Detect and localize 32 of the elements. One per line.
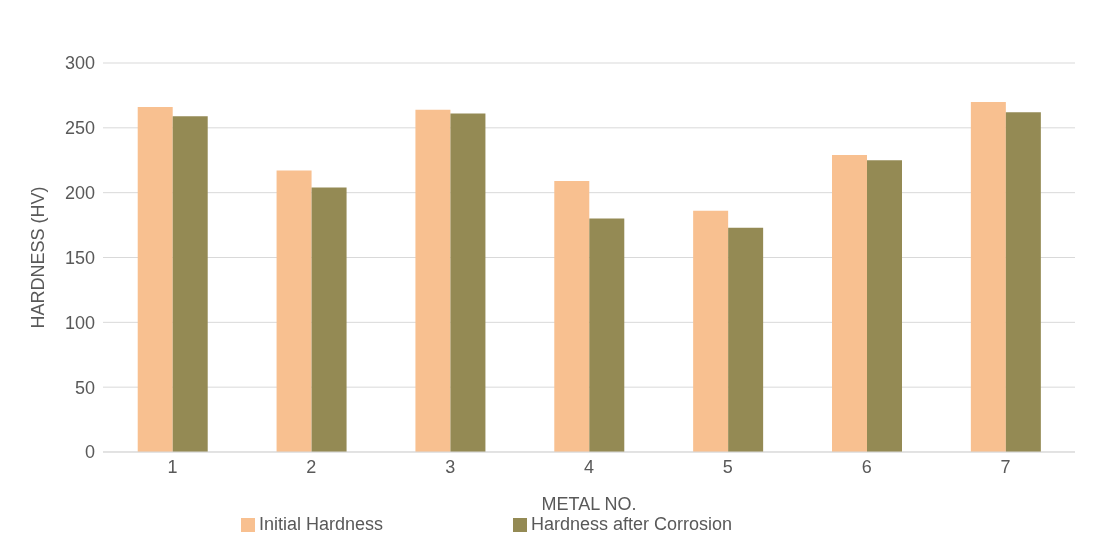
x-axis-title: METAL NO. bbox=[541, 494, 637, 514]
x-tick-label: 4 bbox=[583, 456, 595, 477]
bar bbox=[311, 187, 347, 452]
x-tick-label: 3 bbox=[445, 456, 456, 477]
y-tick-label: 300 bbox=[64, 53, 95, 74]
x-tick-label: 6 bbox=[861, 456, 872, 477]
x-tick-label: 7 bbox=[1000, 456, 1011, 477]
bar bbox=[589, 218, 625, 452]
bar bbox=[415, 109, 451, 452]
legend-label: Initial Hardness bbox=[258, 514, 383, 534]
bar bbox=[554, 181, 590, 452]
bar bbox=[832, 155, 867, 452]
y-tick-label: 150 bbox=[64, 247, 95, 268]
y-tick-label: 100 bbox=[64, 312, 95, 333]
x-tick-label: 5 bbox=[722, 456, 733, 477]
bar bbox=[1005, 112, 1041, 452]
bar bbox=[693, 210, 729, 452]
y-axis-title: HARDNESS (HV) bbox=[28, 186, 49, 329]
bar bbox=[728, 227, 764, 452]
y-tick-label: 250 bbox=[64, 118, 95, 139]
y-tick-label: 50 bbox=[74, 377, 95, 398]
bar bbox=[450, 113, 486, 452]
bar bbox=[970, 101, 1006, 452]
x-tick-label: 2 bbox=[306, 456, 317, 477]
bar bbox=[172, 116, 208, 452]
y-tick-label: 0 bbox=[84, 442, 95, 463]
bar bbox=[276, 170, 312, 452]
y-tick-label: 200 bbox=[64, 183, 95, 204]
legend-label: Hardness after Corrosion bbox=[530, 514, 733, 534]
x-tick-label: 1 bbox=[167, 456, 178, 477]
bar bbox=[867, 160, 902, 452]
bar bbox=[137, 107, 173, 452]
